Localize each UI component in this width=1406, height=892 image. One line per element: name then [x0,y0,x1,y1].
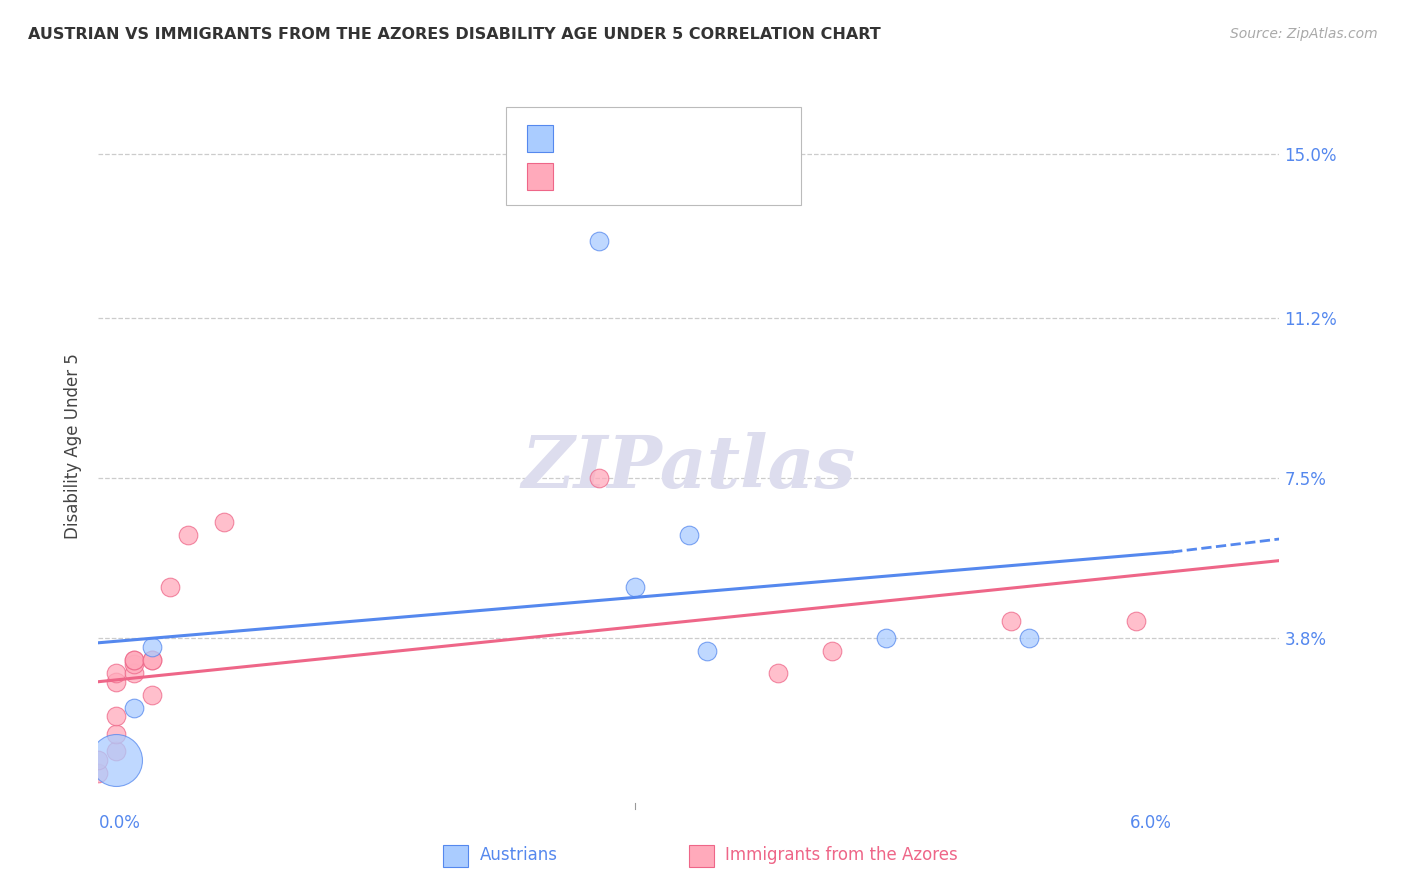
Text: 6.0%: 6.0% [1130,814,1173,831]
Point [141,688,163,702]
Point [177,527,200,541]
Text: 22: 22 [683,168,707,186]
Point [122,653,145,667]
Point [105,753,128,767]
Point [87,753,110,767]
Point [821,644,844,658]
Point [212,515,235,529]
Point [141,653,163,667]
Point [105,709,128,723]
Point [122,653,145,667]
Text: Austrians: Austrians [479,846,557,863]
Text: 0.0%: 0.0% [98,814,141,831]
Text: AUSTRIAN VS IMMIGRANTS FROM THE AZORES DISABILITY AGE UNDER 5 CORRELATION CHART: AUSTRIAN VS IMMIGRANTS FROM THE AZORES D… [28,27,882,42]
Text: R =: R = [564,168,600,186]
Point [105,666,128,681]
Point [678,527,700,541]
Text: ZIPatlas: ZIPatlas [522,432,856,503]
Y-axis label: Disability Age Under 5: Disability Age Under 5 [65,353,83,539]
Point [141,653,163,667]
Text: N =: N = [654,129,690,147]
Point [87,765,110,780]
Point [768,666,790,681]
Point [105,744,128,758]
Point [875,632,897,646]
Point [105,726,128,740]
Text: N =: N = [654,168,690,186]
Text: 0.171: 0.171 [595,129,647,147]
Point [159,580,181,594]
Text: R =: R = [564,129,600,147]
Point [122,700,145,714]
Point [105,674,128,689]
Point [141,640,163,654]
Point [122,666,145,681]
Text: 9: 9 [683,129,695,147]
Point [1125,614,1147,628]
Point [1000,614,1022,628]
Text: 0.322: 0.322 [595,168,648,186]
Text: Source: ZipAtlas.com: Source: ZipAtlas.com [1230,27,1378,41]
Text: Immigrants from the Azores: Immigrants from the Azores [725,846,959,863]
Point [624,580,647,594]
Point [1018,632,1040,646]
Point [122,657,145,672]
Point [696,644,718,658]
Point [588,234,610,248]
Point [588,471,610,485]
